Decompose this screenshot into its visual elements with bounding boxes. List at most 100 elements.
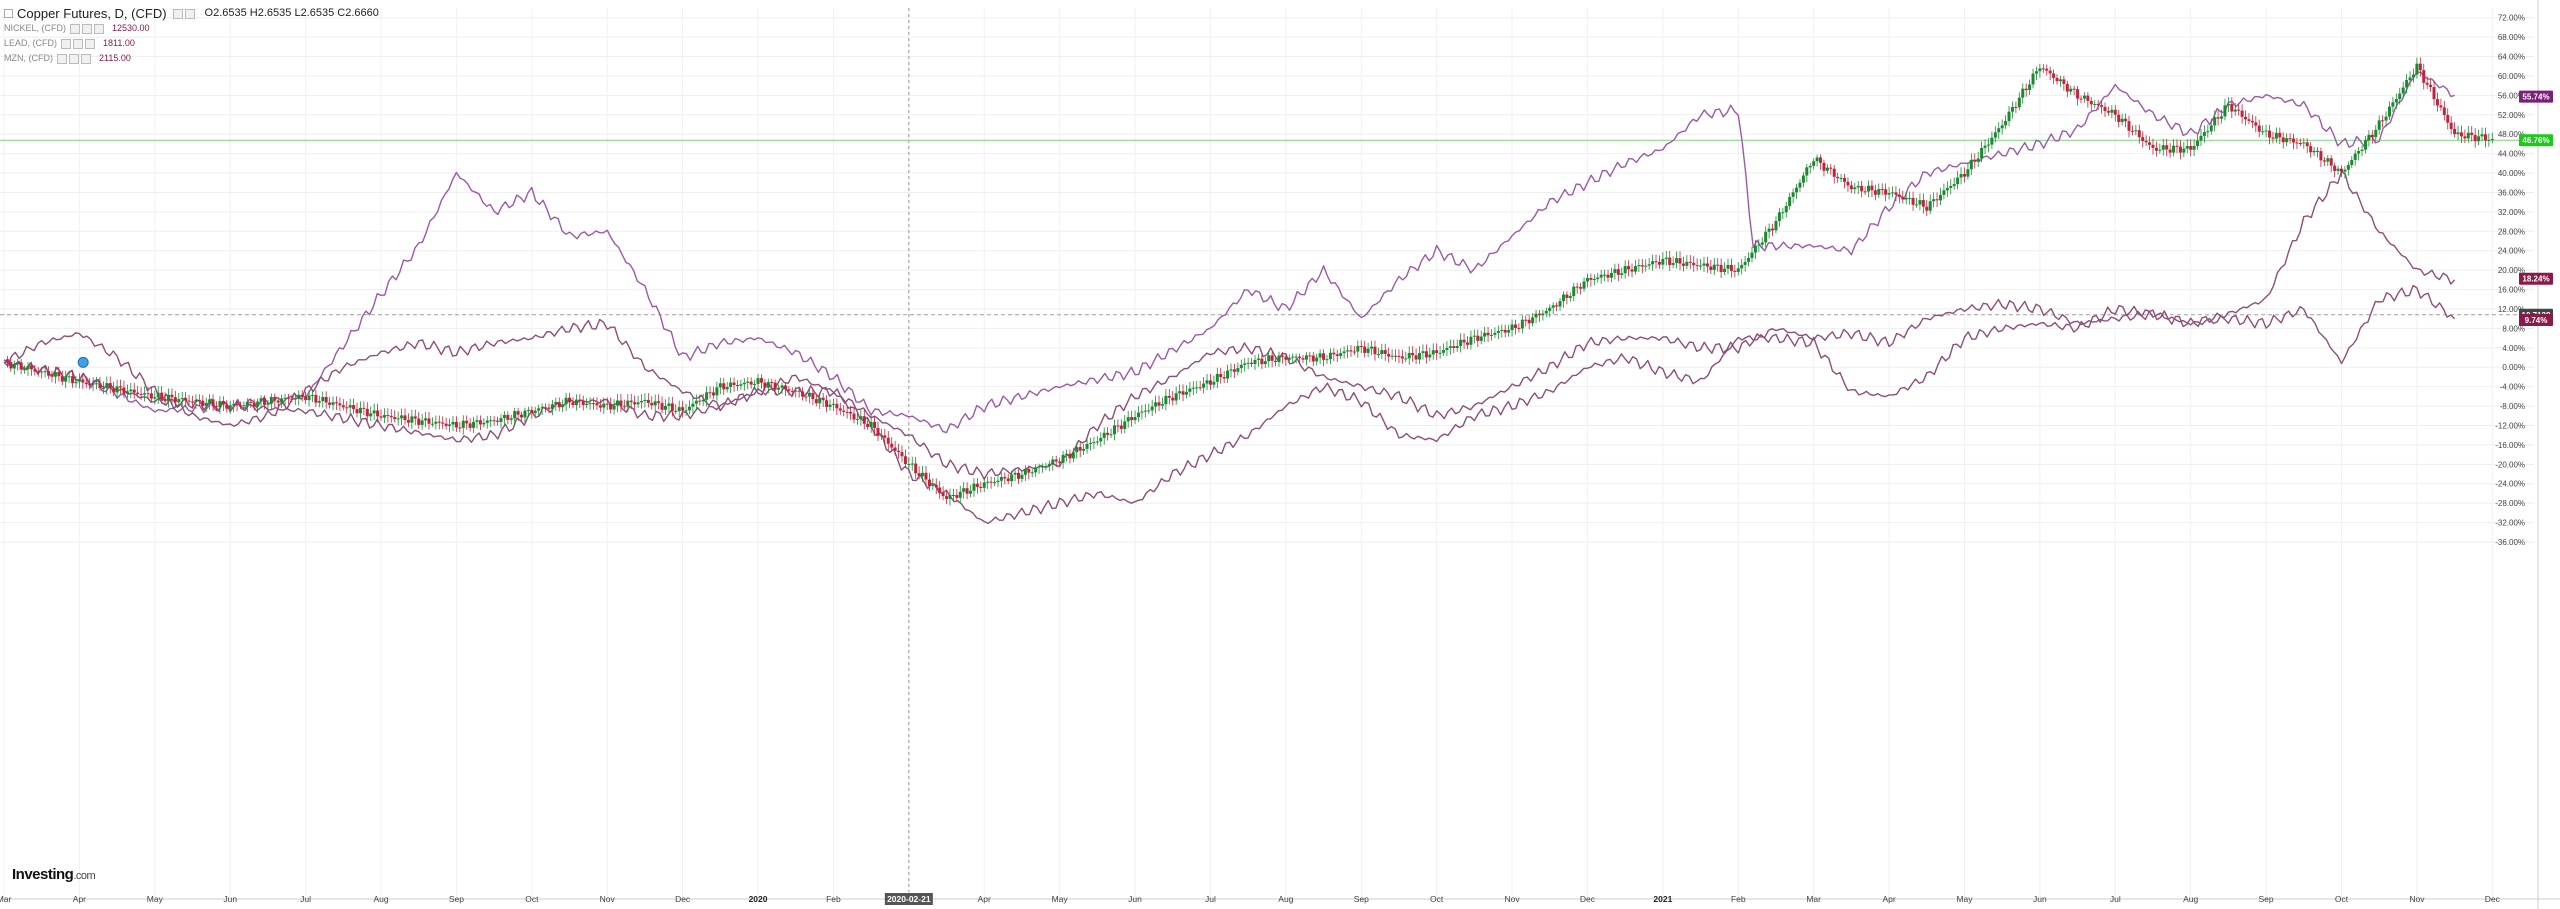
- candle-body: [1949, 185, 1953, 188]
- candle-body: [1020, 474, 1024, 479]
- candle-body: [362, 407, 366, 409]
- candle-body: [1116, 425, 1120, 427]
- candle-body: [1229, 369, 1233, 371]
- candle-body: [1263, 361, 1267, 365]
- settings-icon[interactable]: [69, 53, 79, 64]
- candle-body: [1092, 442, 1096, 444]
- candle-body: [663, 405, 667, 410]
- candle-body: [1928, 201, 1932, 211]
- settings-icon[interactable]: [73, 38, 84, 49]
- candle-body: [1815, 157, 1819, 162]
- candle-body: [1548, 307, 1552, 311]
- candle-body: [2387, 106, 2391, 117]
- candle-body: [2117, 114, 2121, 122]
- candle-body: [1442, 350, 1446, 353]
- candle-body: [564, 397, 568, 405]
- candle-body: [413, 416, 417, 419]
- candle-body: [2069, 88, 2073, 92]
- candle-body: [1095, 441, 1099, 443]
- candle-body: [1157, 402, 1161, 406]
- candle-body: [1064, 453, 1068, 455]
- candle-body: [1184, 391, 1188, 395]
- candle-body: [2076, 89, 2080, 99]
- candle-body: [9, 362, 13, 369]
- candle-body: [1887, 193, 1891, 195]
- candle-body: [1637, 265, 1641, 267]
- price-badge-box: [2519, 90, 2553, 103]
- legend-title: Copper Futures, D, (CFD): [17, 6, 167, 21]
- candle-body: [780, 385, 784, 388]
- candle-body: [19, 362, 23, 370]
- eye-icon[interactable]: [70, 23, 81, 34]
- candle-body: [1688, 261, 1692, 263]
- candle-body: [2350, 159, 2354, 166]
- candle-body: [571, 402, 575, 406]
- candle-body: [417, 418, 421, 425]
- candle-body: [386, 415, 390, 417]
- candle-body: [1383, 350, 1387, 354]
- candle-body: [825, 400, 829, 407]
- close-icon[interactable]: [81, 53, 91, 64]
- candle-body: [1945, 187, 1949, 191]
- collapse-toggle-icon[interactable]: [4, 9, 13, 18]
- candle-body: [1623, 266, 1627, 274]
- settings-icon[interactable]: [172, 8, 183, 19]
- candle-body: [1352, 351, 1356, 353]
- close-icon[interactable]: [184, 8, 195, 19]
- price-badge: 46.76%: [2519, 134, 2553, 147]
- candle-body: [180, 398, 184, 400]
- x-tick-label: Jun: [223, 894, 237, 904]
- candle-body: [1956, 177, 1960, 185]
- y-tick-label: 48.00%: [2498, 130, 2525, 139]
- candle-body: [2343, 169, 2347, 172]
- candle-body: [1938, 194, 1942, 201]
- y-tick-label: -8.00%: [2500, 402, 2525, 411]
- candle-body: [1143, 410, 1147, 412]
- candle-body: [1675, 258, 1679, 264]
- candle-body: [345, 407, 349, 409]
- candle-body: [1839, 178, 1843, 180]
- candle-body: [1808, 165, 1812, 168]
- candle-body: [502, 414, 506, 419]
- comparison-value: 1811.00: [103, 38, 135, 48]
- candle-body: [993, 482, 997, 484]
- candle-body: [167, 394, 171, 402]
- candle-body: [1311, 355, 1315, 362]
- candle-body: [766, 382, 770, 388]
- candle-body: [2309, 146, 2313, 153]
- candle-body: [1356, 345, 1360, 352]
- candle-body: [259, 398, 263, 402]
- candle-body: [2213, 117, 2217, 126]
- grid-lines: [0, 8, 2534, 899]
- candle-body: [1452, 346, 1456, 348]
- investing-logo: Investing.com: [12, 866, 96, 883]
- close-icon[interactable]: [94, 23, 105, 34]
- candle-body: [1339, 353, 1343, 357]
- candle-body: [232, 404, 236, 406]
- candle-body: [1466, 342, 1470, 345]
- candle-body: [81, 379, 85, 383]
- candle-body: [2220, 116, 2224, 119]
- candle-body: [269, 396, 273, 404]
- candle-body: [101, 387, 105, 389]
- settings-icon[interactable]: [82, 23, 93, 34]
- candle-body: [406, 420, 410, 423]
- candle-body: [554, 401, 558, 405]
- x-tick-label: May: [1052, 894, 1069, 904]
- eye-icon[interactable]: [57, 53, 67, 64]
- candle-body: [653, 401, 657, 406]
- candle-body: [77, 379, 81, 382]
- candle-body: [1537, 313, 1541, 316]
- candle-body: [698, 400, 702, 402]
- eye-icon[interactable]: [61, 38, 72, 49]
- close-icon[interactable]: [85, 38, 96, 49]
- x-tick-label: Feb: [1731, 894, 1746, 904]
- candle-body: [2065, 83, 2069, 92]
- candle-body: [701, 399, 705, 402]
- candle-body: [218, 401, 222, 408]
- candle-body: [1743, 261, 1747, 265]
- candle-body: [2305, 142, 2309, 147]
- candle-body: [2281, 137, 2285, 143]
- candle-body: [1603, 274, 1607, 276]
